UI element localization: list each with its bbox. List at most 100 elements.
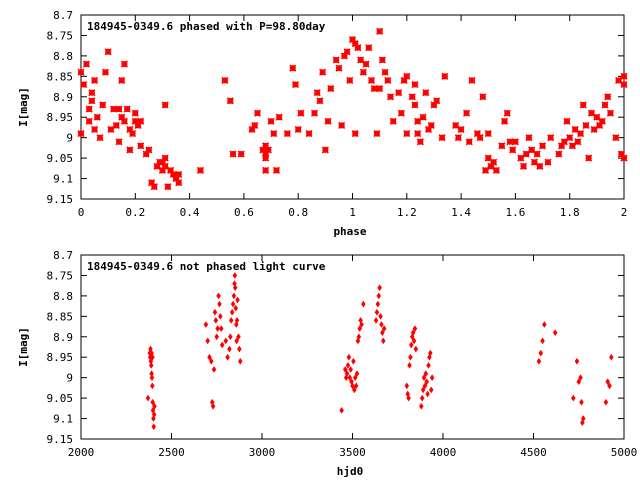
unphased-x-tick-label: 3000 [249, 446, 276, 459]
unphased-data-point [574, 357, 580, 365]
unphased-y-axis-label: I[mag] [17, 327, 30, 367]
phased-data-point [85, 105, 93, 113]
unphased-y-tick-label: 8.7 [53, 249, 73, 262]
unphased-data-point [145, 394, 151, 402]
phased-data-point [481, 166, 490, 174]
phased-data-point [248, 125, 256, 134]
unphased-data-point [571, 394, 576, 402]
phased-data-point [283, 130, 291, 138]
unphased-data-point [218, 312, 223, 320]
unphased-data-point [150, 398, 155, 406]
unphased-data-point [609, 353, 614, 361]
unphased-data-point [339, 406, 344, 414]
unphased-data-point [353, 382, 359, 390]
phased-data-point [262, 166, 270, 174]
unphased-data-point [542, 321, 547, 328]
phased-data-point [324, 117, 332, 125]
phased-data-point [601, 101, 609, 109]
unphased-data-point [576, 378, 582, 386]
phased-data-point [517, 154, 525, 162]
unphased-x-axis-ticks: 2000 2500 3000 3500 4000 4500 5000 [68, 255, 637, 459]
unphased-data-point [407, 361, 412, 369]
phased-data-point [376, 27, 384, 35]
phased-data-point [262, 154, 270, 162]
phased-data-point [161, 154, 169, 162]
phased-data-point [123, 105, 131, 113]
unphased-data-point [236, 333, 241, 341]
phased-data-point [452, 121, 460, 129]
phased-data-point [327, 85, 335, 93]
phased-data-point [506, 138, 514, 146]
phased-data-point [525, 134, 533, 142]
unphased-data-point [211, 366, 217, 373]
unphased-data-point [379, 321, 384, 328]
unphased-y-tick-label: 8.85 [47, 310, 74, 323]
phased-data-point [468, 76, 476, 84]
unphased-data-point [235, 296, 240, 304]
unphased-data-point [233, 321, 239, 328]
phased-data-point [137, 142, 145, 150]
unphased-data-point [350, 382, 355, 390]
unphased-data-point [538, 349, 544, 357]
phased-data-point [427, 121, 435, 129]
phased-y-tick-label: 8.7 [53, 9, 73, 22]
phased-data-point [335, 64, 343, 72]
unphased-data-point [148, 361, 154, 369]
phased-data-point [316, 97, 324, 105]
phased-data-point [305, 130, 313, 138]
unphased-data-point [232, 271, 238, 279]
unphased-data-point [536, 357, 542, 365]
phased-data-point [414, 117, 422, 125]
unphased-data-point [359, 321, 364, 328]
phased-data-point [547, 134, 555, 142]
phased-data-point [416, 138, 424, 146]
unphased-data-point [237, 357, 243, 365]
phased-data-point [620, 72, 628, 80]
unphased-data-point [352, 374, 358, 382]
unphased-data-point [406, 394, 411, 402]
phased-data-point [403, 130, 411, 138]
phased-data-point [568, 142, 576, 150]
unphased-data-point [149, 374, 155, 382]
phased-data-point [457, 125, 465, 134]
phased-data-point [229, 150, 237, 158]
unphased-y-tick-label: 9.15 [47, 433, 74, 446]
unphased-x-tick-label: 3500 [339, 446, 366, 459]
phased-data-point [175, 179, 183, 187]
unphased-data-point [605, 378, 611, 386]
phased-data-point [112, 121, 120, 129]
phased-y-tick-label: 8.8 [53, 50, 73, 63]
unphased-data-point [234, 337, 239, 345]
phased-x-tick-label: 0.8 [288, 206, 308, 219]
unphased-data-point [229, 308, 235, 316]
unphased-data-point [427, 353, 432, 361]
phased-data-point [462, 109, 471, 117]
phased-data-point [419, 113, 427, 121]
unphased-data-point [425, 390, 430, 398]
phased-data-point [615, 76, 623, 84]
unphased-data-point [209, 357, 214, 365]
phased-data-point [587, 109, 595, 117]
phased-data-points [77, 27, 628, 191]
unphased-data-point [579, 398, 584, 406]
phased-y-tick-label: 8.95 [47, 111, 74, 124]
unphased-data-point [219, 341, 225, 349]
phased-data-point [389, 117, 397, 125]
phased-data-point [332, 56, 340, 64]
phased-data-point [585, 154, 593, 162]
phased-data-point [422, 89, 430, 97]
phased-data-point [226, 97, 234, 105]
phased-data-point [88, 97, 96, 105]
unphased-data-point [212, 308, 218, 316]
phased-data-point [563, 117, 571, 125]
phased-x-tick-label: 0.4 [180, 206, 200, 219]
phased-data-point [85, 117, 93, 125]
unphased-data-point [213, 316, 219, 324]
phased-data-point [99, 101, 107, 109]
phased-data-point [294, 125, 302, 134]
unphased-data-point [419, 394, 425, 402]
phased-data-point [492, 166, 500, 174]
phased-data-point [354, 44, 362, 52]
unphased-data-point [408, 353, 413, 361]
